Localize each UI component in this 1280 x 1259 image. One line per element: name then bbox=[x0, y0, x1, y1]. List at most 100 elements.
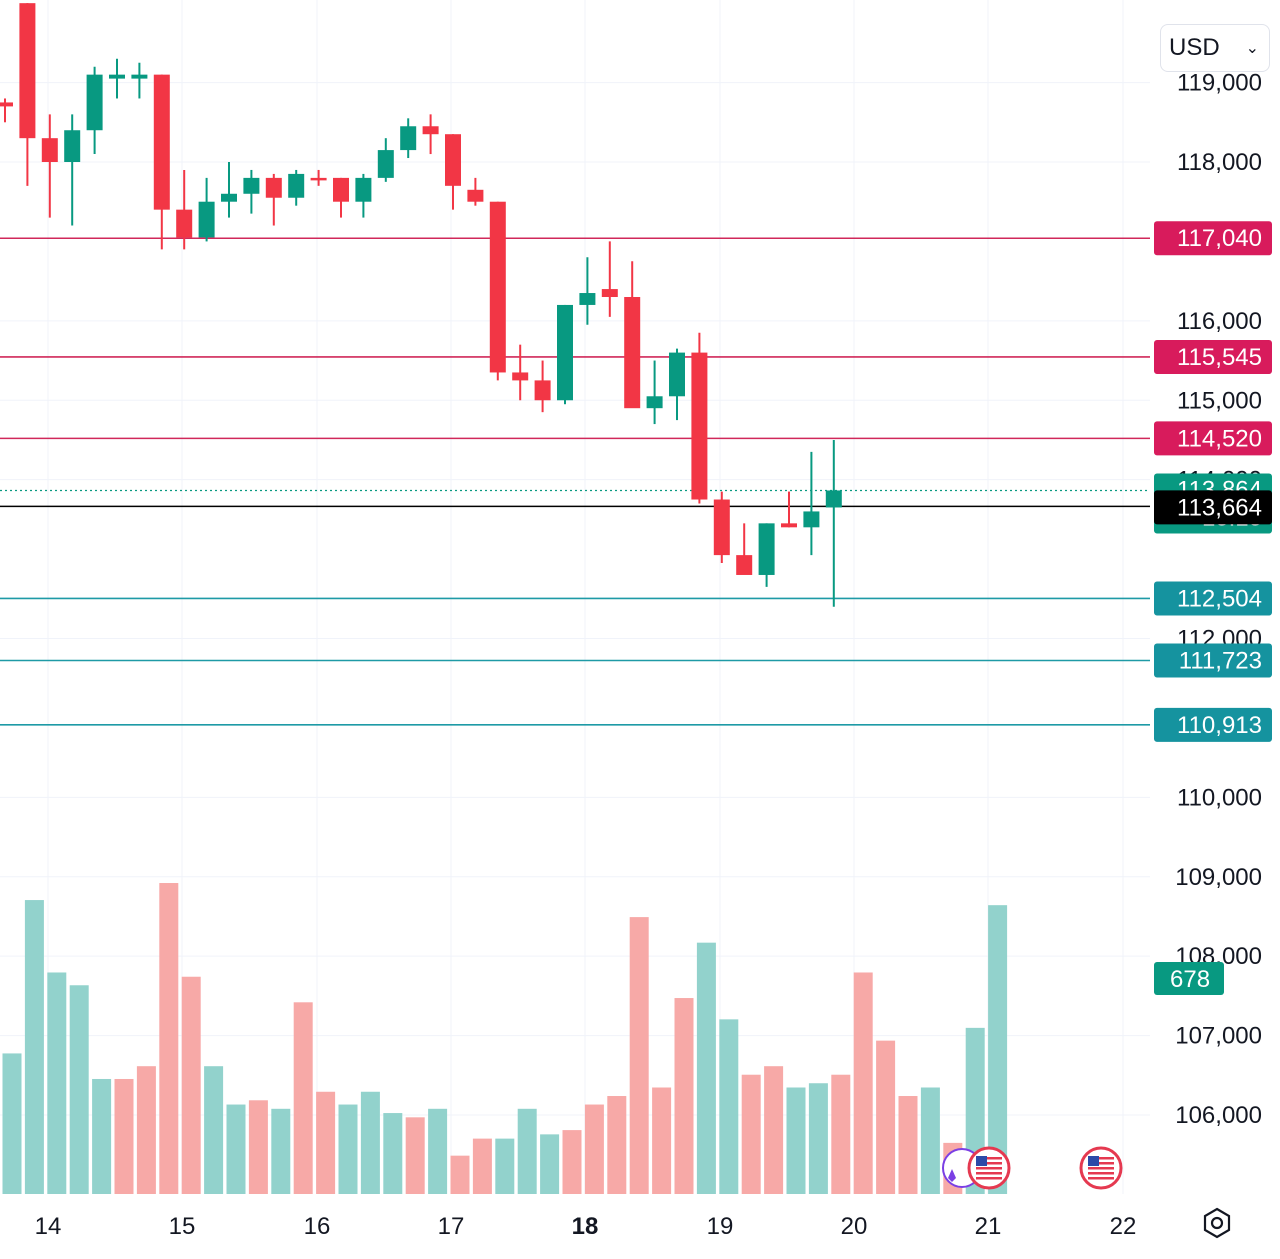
volume-bar bbox=[786, 1087, 806, 1194]
candle-body[interactable] bbox=[176, 209, 193, 238]
price-level-label[interactable] bbox=[1154, 339, 1272, 374]
candle-body[interactable] bbox=[265, 177, 282, 198]
price-level-label-text: 110,913 bbox=[1177, 712, 1262, 739]
time-axis-label: 17 bbox=[438, 1213, 465, 1240]
volume-bar bbox=[562, 1130, 582, 1194]
us-flag-stripe bbox=[976, 1167, 1002, 1170]
volume-bar bbox=[696, 942, 716, 1194]
price-level-label[interactable] bbox=[1154, 421, 1272, 456]
candle-body[interactable] bbox=[512, 372, 529, 381]
candle-body[interactable] bbox=[355, 177, 372, 202]
candle-body[interactable] bbox=[646, 396, 663, 409]
price-level-label[interactable] bbox=[1154, 221, 1272, 256]
price-level-label-text: 111,723 bbox=[1179, 647, 1262, 674]
candle-body[interactable] bbox=[781, 523, 797, 528]
candle-body[interactable] bbox=[557, 304, 573, 401]
volume-bar bbox=[271, 1108, 291, 1194]
candle-body[interactable] bbox=[825, 490, 842, 508]
volume-bar bbox=[428, 1108, 448, 1194]
price-level-label-text: 117,040 bbox=[1177, 225, 1262, 252]
volume-bar bbox=[741, 1074, 761, 1194]
price-level-label[interactable] bbox=[1154, 707, 1272, 742]
time-axis-label: 15 bbox=[169, 1213, 196, 1240]
us-flag-stripe bbox=[976, 1162, 1002, 1165]
sparkle-icon-shape bbox=[948, 1169, 956, 1182]
price-axis-tick-label: 106,000 bbox=[1175, 1102, 1262, 1129]
price-level-label-text: 114,520 bbox=[1177, 425, 1262, 452]
candle-body[interactable] bbox=[691, 352, 708, 500]
candle-body[interactable] bbox=[64, 130, 81, 162]
candle-body[interactable] bbox=[41, 138, 58, 162]
price-level-label-text: 112,504 bbox=[1177, 585, 1262, 612]
candle-body[interactable] bbox=[198, 201, 215, 238]
candle-body[interactable] bbox=[221, 193, 237, 202]
candle-body[interactable] bbox=[736, 555, 753, 575]
volume-bar bbox=[47, 972, 67, 1194]
us-flag-stripe bbox=[1088, 1177, 1114, 1180]
candle-body[interactable] bbox=[333, 177, 349, 202]
candle-body[interactable] bbox=[131, 74, 148, 79]
time-axis-label: 20 bbox=[841, 1213, 868, 1240]
volume-bar bbox=[540, 1134, 560, 1194]
candle-body[interactable] bbox=[467, 189, 484, 202]
volume-bar bbox=[584, 1104, 604, 1194]
price-axis-tick-label: 118,000 bbox=[1177, 149, 1262, 176]
volume-bar bbox=[136, 1066, 156, 1194]
volume-last-label-text: 678 bbox=[1170, 966, 1210, 993]
price-axis-tick-label: 115,000 bbox=[1177, 387, 1262, 414]
candle-body[interactable] bbox=[579, 293, 596, 305]
candle-body[interactable] bbox=[803, 511, 820, 528]
price-level-label-text: 115,545 bbox=[1177, 344, 1262, 371]
currency-select-value: USD bbox=[1169, 34, 1220, 61]
chevron-down-icon: ⌄ bbox=[1245, 40, 1259, 57]
candle-body[interactable] bbox=[19, 3, 36, 139]
time-axis-label: 22 bbox=[1110, 1213, 1137, 1240]
volume-bar bbox=[898, 1096, 918, 1194]
gear-icon[interactable] bbox=[1200, 1206, 1234, 1240]
price-axis-tick-label: 119,000 bbox=[1177, 70, 1262, 97]
price-axis-tick-label: 116,000 bbox=[1177, 308, 1262, 335]
volume-bar bbox=[517, 1108, 537, 1194]
volume-bar bbox=[338, 1104, 358, 1194]
volume-bar bbox=[24, 900, 44, 1194]
candle-body[interactable] bbox=[445, 134, 461, 186]
time-axis-label: 16 bbox=[304, 1213, 331, 1240]
candle-body[interactable] bbox=[0, 102, 13, 107]
candle-body[interactable] bbox=[669, 352, 685, 397]
candle-body[interactable] bbox=[713, 499, 730, 556]
candle-body[interactable] bbox=[109, 74, 125, 79]
price-axis-tick-label: 107,000 bbox=[1175, 1023, 1262, 1050]
candle-body[interactable] bbox=[534, 380, 551, 401]
candle-body[interactable] bbox=[288, 173, 305, 198]
candle-body[interactable] bbox=[243, 177, 260, 194]
price-axis-tick-label: 110,000 bbox=[1177, 784, 1262, 811]
candle-body[interactable] bbox=[422, 126, 439, 135]
volume-bar bbox=[181, 976, 201, 1194]
us-flag-stripe bbox=[1088, 1167, 1114, 1170]
volume-bar bbox=[383, 1113, 403, 1194]
candle-body[interactable] bbox=[153, 74, 170, 210]
volume-bar bbox=[920, 1087, 940, 1194]
crosshair-price-label[interactable] bbox=[1154, 490, 1272, 525]
candle-body[interactable] bbox=[489, 201, 506, 373]
volume-bar bbox=[652, 1087, 672, 1194]
currency-select[interactable]: USD ⌄ bbox=[1160, 24, 1270, 72]
candle-body[interactable] bbox=[601, 289, 618, 298]
price-axis-tick-label: 109,000 bbox=[1175, 864, 1262, 891]
price-level-label[interactable] bbox=[1154, 581, 1272, 616]
candle-body[interactable] bbox=[758, 523, 775, 575]
candle-body[interactable] bbox=[377, 150, 394, 178]
candle-body[interactable] bbox=[310, 177, 327, 181]
volume-bar bbox=[988, 905, 1008, 1194]
us-flag-stripe bbox=[976, 1177, 1002, 1180]
price-level-label[interactable] bbox=[1154, 643, 1272, 678]
candle-body[interactable] bbox=[400, 126, 417, 151]
volume-bar bbox=[629, 917, 649, 1194]
candle-body[interactable] bbox=[624, 297, 641, 409]
volume-bar bbox=[69, 985, 89, 1194]
volume-bar bbox=[472, 1138, 492, 1194]
us-flag-stripe bbox=[1088, 1157, 1114, 1160]
candle-body[interactable] bbox=[86, 74, 103, 131]
